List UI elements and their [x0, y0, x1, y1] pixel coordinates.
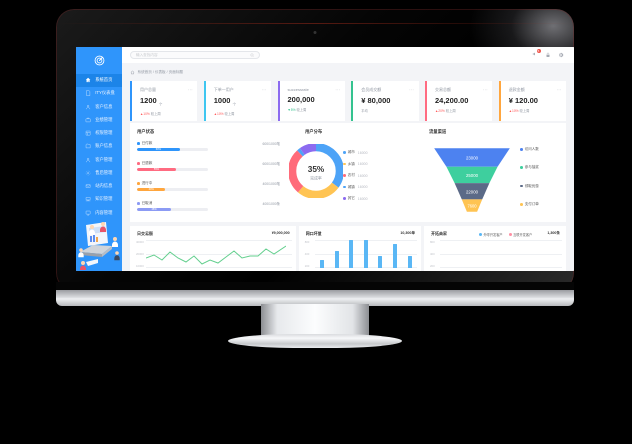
- svg-text:7600: 7600: [467, 204, 477, 209]
- svg-text:22000: 22000: [466, 189, 479, 194]
- svg-text:25000: 25000: [466, 173, 479, 178]
- svg-text:23000: 23000: [466, 156, 479, 161]
- svg-text:35%: 35%: [308, 165, 325, 174]
- svg-text:完成率: 完成率: [310, 175, 322, 180]
